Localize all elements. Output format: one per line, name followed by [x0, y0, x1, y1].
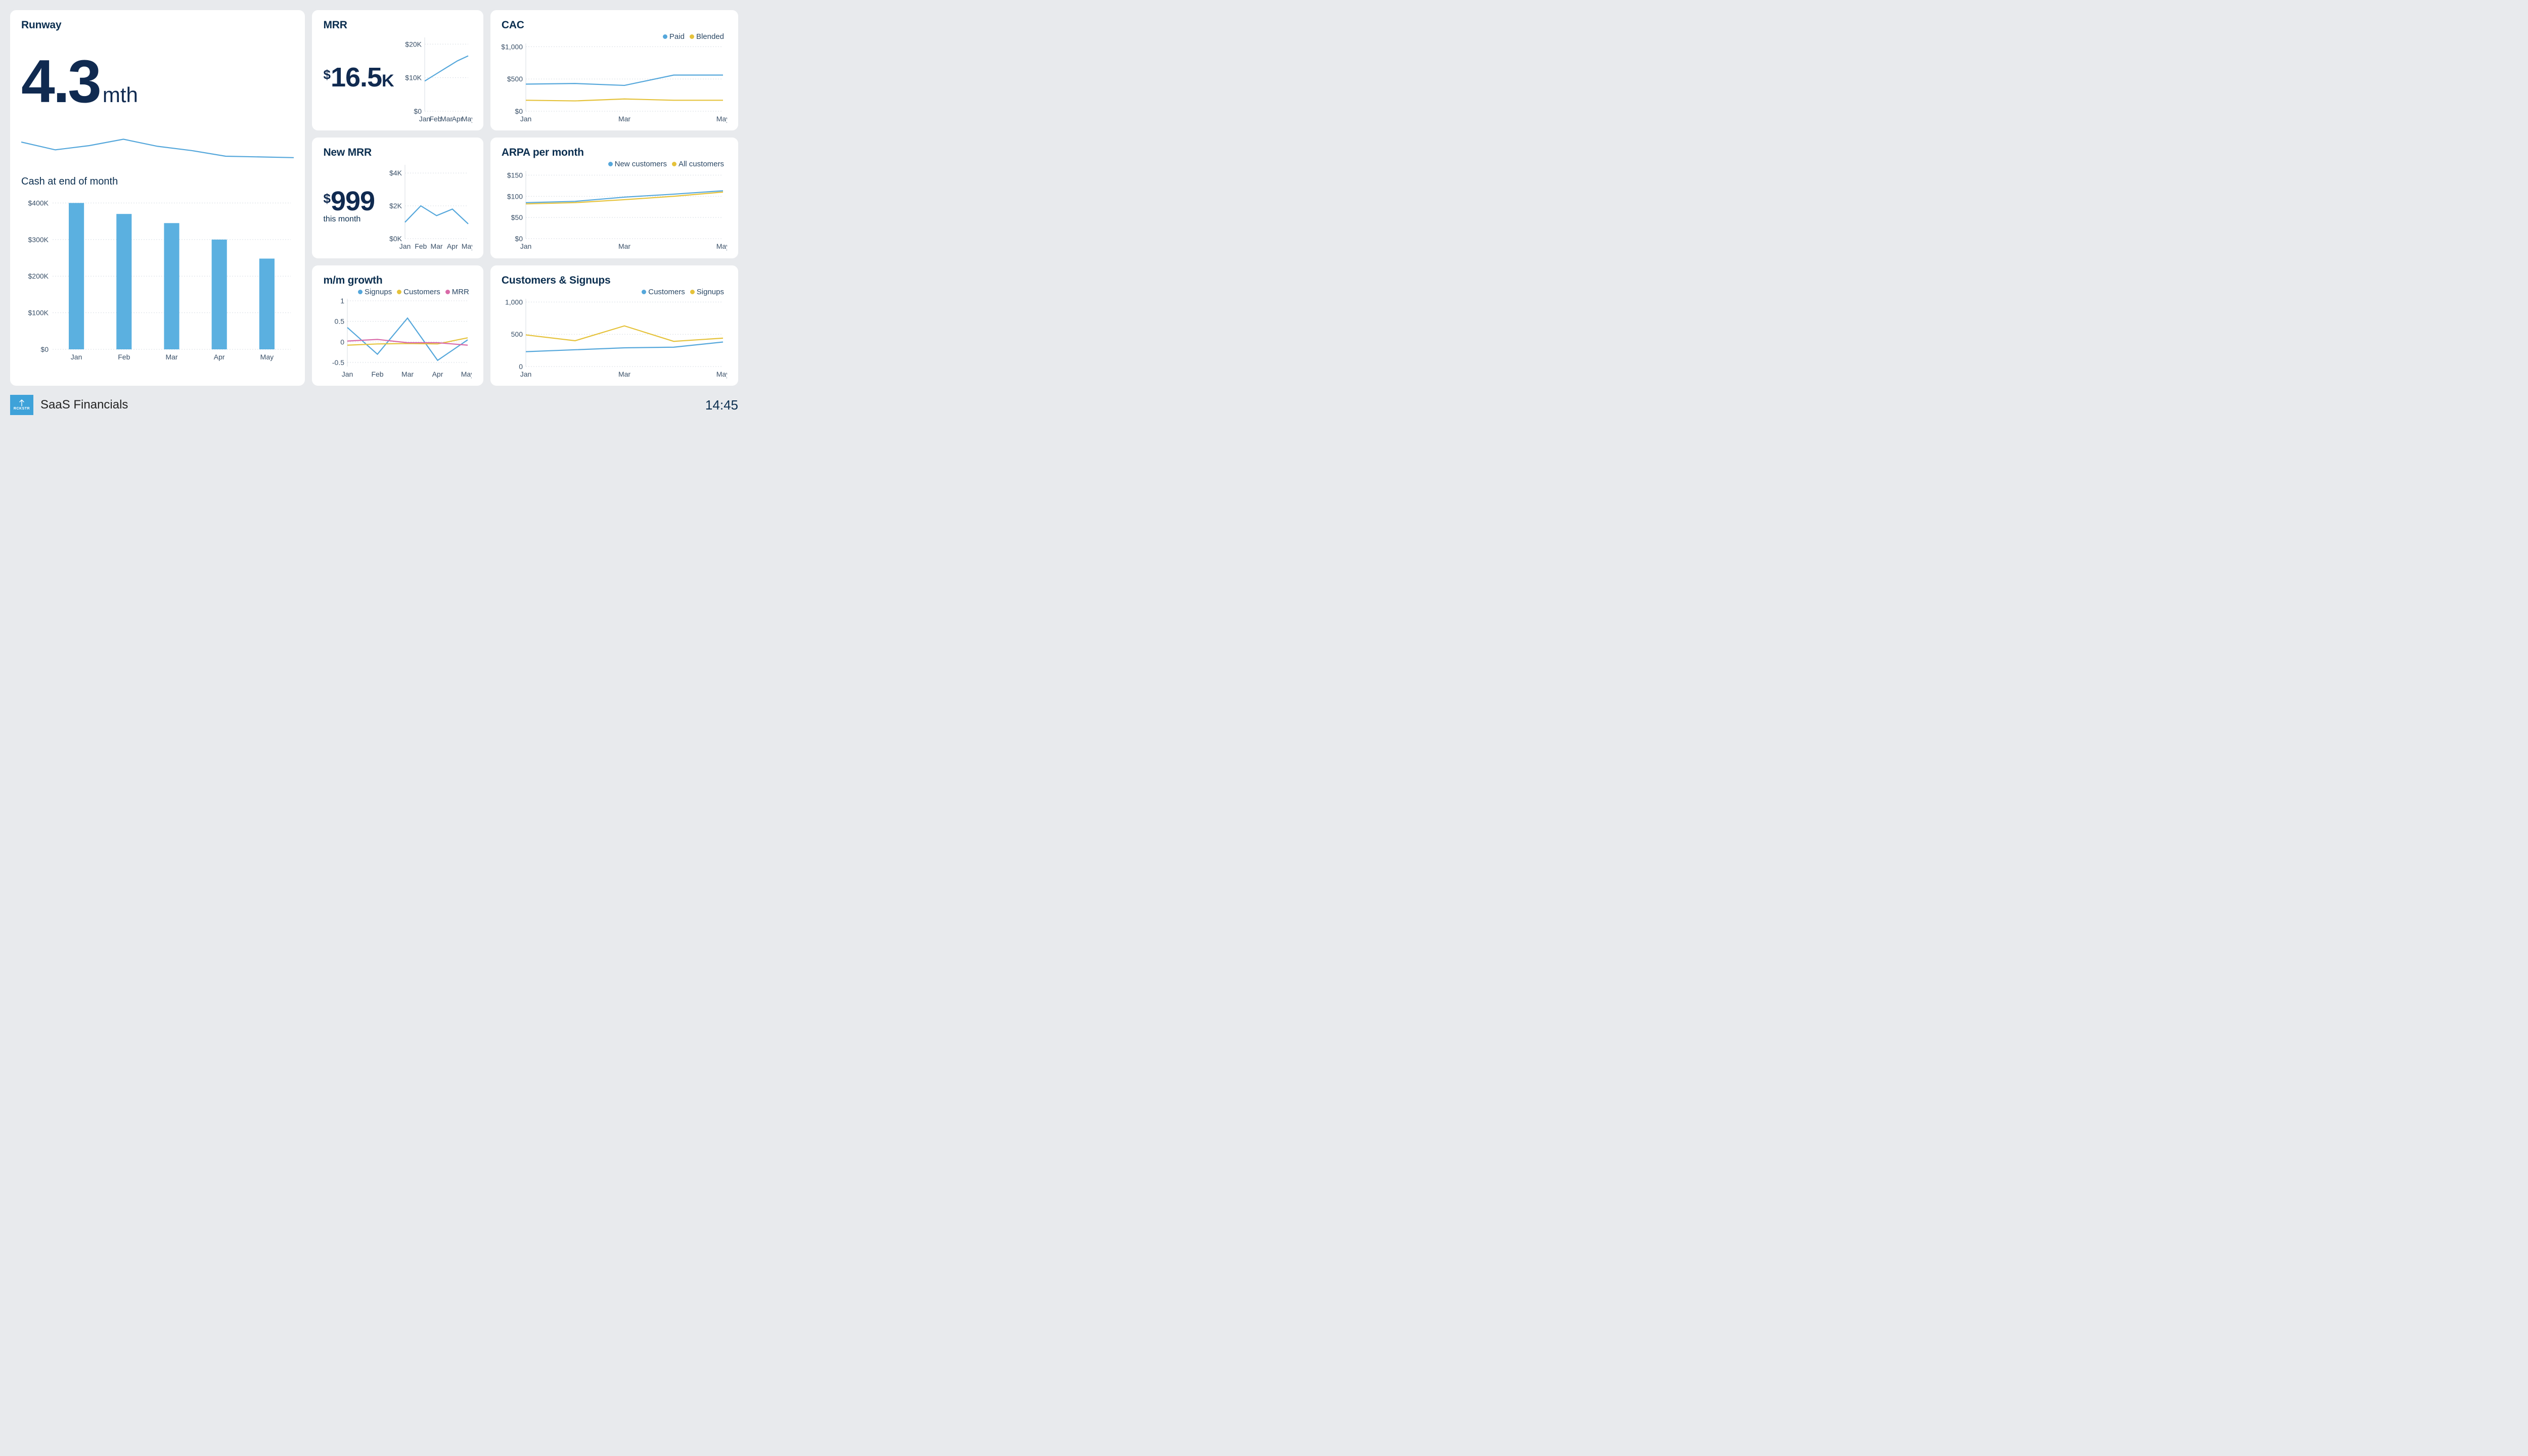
svg-text:$50: $50 — [511, 213, 523, 221]
svg-text:May: May — [716, 242, 727, 250]
svg-text:Jan: Jan — [71, 353, 82, 361]
svg-text:Jan: Jan — [520, 370, 532, 378]
svg-text:$400K: $400K — [28, 199, 49, 207]
dashboard-grid: MRR $16.5K $0$10K$20KJanFebMarAprMay CAC… — [10, 10, 738, 386]
customers-legend: Customers Signups — [642, 288, 724, 296]
mm-growth-chart: Signups Customers MRR -0.5 0 0.5 1 Jan Feb Mar Ap… — [323, 287, 472, 379]
legend-item: New customers — [608, 160, 667, 168]
legend-item: Signups — [690, 288, 724, 296]
svg-text:$500: $500 — [507, 75, 523, 83]
svg-text:Mar: Mar — [618, 370, 630, 378]
svg-text:May: May — [461, 115, 472, 123]
svg-text:Apr: Apr — [432, 370, 443, 378]
svg-text:Mar: Mar — [430, 242, 442, 250]
svg-text:$4K: $4K — [389, 169, 402, 177]
svg-text:$2K: $2K — [389, 202, 402, 210]
svg-text:$100K: $100K — [28, 309, 49, 317]
legend-item: Signups — [358, 288, 392, 296]
svg-text:Jan: Jan — [342, 370, 353, 378]
mrr-chart: $0$10K$20KJanFebMarAprMay — [400, 31, 472, 123]
svg-text:May: May — [461, 370, 472, 378]
card-title: New MRR — [323, 147, 472, 159]
svg-text:Mar: Mar — [618, 242, 630, 250]
footer-brand: RCKSTR SaaS Financials — [10, 395, 128, 415]
card-title: ARPA per month — [502, 147, 727, 159]
card-title: Customers & Signups — [502, 275, 727, 287]
svg-text:$200K: $200K — [28, 272, 49, 280]
legend-item: Paid — [663, 32, 685, 41]
svg-text:500: 500 — [511, 330, 523, 338]
svg-text:Apr: Apr — [447, 242, 458, 250]
card-mm-growth: m/m growth Signups Customers MRR -0.5 0 0.5 1… — [312, 265, 483, 386]
svg-text:Jan: Jan — [399, 242, 411, 250]
svg-text:$0: $0 — [515, 107, 523, 115]
svg-text:May: May — [260, 353, 274, 361]
mm-growth-legend: Signups Customers MRR — [358, 288, 469, 296]
svg-text:$300K: $300K — [28, 236, 49, 244]
card-title: m/m growth — [323, 275, 472, 287]
svg-text:Feb: Feb — [372, 370, 384, 378]
card-customers: Customers & Signups Customers Signups 0 50… — [490, 265, 738, 386]
card-title: Runway — [21, 19, 294, 31]
legend-item: Customers — [397, 288, 440, 296]
svg-text:$20K: $20K — [405, 40, 422, 48]
brand-logo-icon: RCKSTR — [10, 395, 33, 415]
arpa-chart: New customers All customers $0 $50 $100 $150… — [502, 159, 727, 251]
svg-text:0: 0 — [519, 362, 523, 371]
card-title: CAC — [502, 19, 727, 31]
mrr-value: $16.5K — [323, 31, 400, 123]
legend-item: Customers — [642, 288, 685, 296]
card-new-mrr: New MRR $999 this month $0K$2K$4KJanFebM… — [312, 138, 483, 258]
svg-text:May: May — [462, 242, 472, 250]
svg-text:May: May — [716, 115, 727, 123]
svg-text:Mar: Mar — [618, 115, 630, 123]
svg-text:Mar: Mar — [165, 353, 177, 361]
footer-title: SaaS Financials — [40, 398, 128, 412]
card-title: MRR — [323, 19, 472, 31]
runway-value: 4.3mth — [21, 47, 138, 116]
card-arpa: ARPA per month New customers All customer… — [490, 138, 738, 258]
card-cac: CAC Paid Blended $0 $500 $1,000 Jan Mar May — [490, 10, 738, 130]
customers-chart: Customers Signups 0 500 1,000 Jan Mar May — [502, 287, 727, 379]
footer-clock: 14:45 — [705, 397, 738, 413]
svg-text:1,000: 1,000 — [505, 298, 523, 306]
new-mrr-chart: $0K $2K $4K Jan FebMar Apr May — [381, 159, 472, 251]
svg-text:$100: $100 — [507, 193, 523, 201]
cac-chart: Paid Blended $0 $500 $1,000 Jan Mar May — [502, 31, 727, 123]
arpa-legend: New customers All customers — [608, 160, 724, 168]
runway-spark — [21, 131, 294, 167]
svg-text:Jan: Jan — [520, 242, 532, 250]
svg-text:Feb: Feb — [118, 353, 130, 361]
svg-text:Mar: Mar — [440, 115, 453, 123]
svg-text:$0: $0 — [40, 345, 49, 353]
cash-heading: Cash at end of month — [21, 176, 294, 188]
legend-item: All customers — [672, 160, 724, 168]
svg-text:Jan: Jan — [520, 115, 532, 123]
legend-item: MRR — [445, 288, 469, 296]
svg-text:Feb: Feb — [415, 242, 427, 250]
new-mrr-value: $999 this month — [323, 159, 381, 251]
svg-text:May: May — [716, 370, 727, 378]
svg-text:0.5: 0.5 — [335, 317, 345, 325]
svg-text:-0.5: -0.5 — [332, 358, 344, 367]
card-mrr: MRR $16.5K $0$10K$20KJanFebMarAprMay — [312, 10, 483, 130]
svg-text:$10K: $10K — [405, 74, 422, 82]
cash-bar-chart: $0 $100K $200K $300K $400K Jan Feb Mar Apr May — [21, 191, 294, 362]
svg-text:$150: $150 — [507, 171, 523, 179]
svg-text:0: 0 — [341, 338, 345, 346]
cac-legend: Paid Blended — [663, 32, 724, 41]
svg-text:$1,000: $1,000 — [502, 42, 523, 51]
footer: RCKSTR SaaS Financials 14:45 — [10, 395, 738, 415]
svg-text:1: 1 — [341, 297, 345, 305]
svg-text:Jan: Jan — [419, 115, 430, 123]
svg-text:Mar: Mar — [401, 370, 414, 378]
legend-item: Blended — [690, 32, 724, 41]
svg-text:$0: $0 — [515, 235, 523, 243]
svg-text:Apr: Apr — [214, 353, 225, 361]
svg-text:$0: $0 — [414, 107, 422, 115]
card-runway: Runway 4.3mth Cash at end of month $0 $10… — [10, 10, 305, 386]
svg-text:$0K: $0K — [389, 235, 402, 243]
